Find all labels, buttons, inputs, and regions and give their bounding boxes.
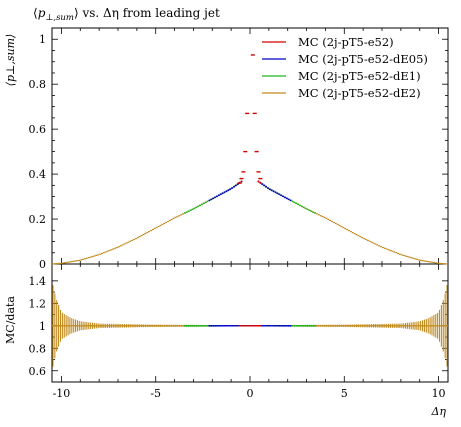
main-ylabel: ⟨p⊥,sum⟩ <box>4 34 17 87</box>
ratio-ytick-label: 1.4 <box>29 275 47 288</box>
ratio-ytick-label: 0.6 <box>29 365 47 378</box>
main-axis-ticks: 0 0.2 0.4 0.6 0.8 1 <box>29 28 448 271</box>
ratio-xtick-label: -5 <box>150 387 161 400</box>
ratio-xtick-label: 5 <box>341 387 348 400</box>
legend: MC (2j-pT5-e52) MC (2j-pT5-e52-dE05) MC … <box>262 35 428 100</box>
main-ytick-label: 0.4 <box>29 168 47 181</box>
main-series-group <box>52 54 448 265</box>
ratio-xtick-label: 0 <box>247 387 254 400</box>
legend-label-2: MC (2j-pT5-e52-dE05) <box>298 52 428 66</box>
main-ytick-label: 0.2 <box>29 213 47 226</box>
ratio-ytick-label: 1 <box>39 320 46 333</box>
plot-title: ⟨p⊥,sum⟩ vs. Δη from leading jet <box>33 6 220 23</box>
ratio-panel-frame <box>51 263 449 383</box>
xlabel: Δη <box>430 405 446 418</box>
main-ytick-label: 0.6 <box>29 123 47 136</box>
ratio-xtick-label: 10 <box>432 387 446 400</box>
ratio-xtick-label: -10 <box>53 387 71 400</box>
ratio-ylabel: MC/data <box>4 296 17 344</box>
ratio-ytick-label: 1.2 <box>29 297 47 310</box>
legend-label-4: MC (2j-pT5-e52-dE2) <box>298 86 421 100</box>
main-ytick-label: 0 <box>39 258 46 271</box>
ratio-ytick-label: 0.8 <box>29 342 47 355</box>
legend-label-1: MC (2j-pT5-e52) <box>298 35 394 49</box>
legend-label-3: MC (2j-pT5-e52-dE1) <box>298 69 421 83</box>
ratio-series-group <box>52 285 448 367</box>
main-ytick-label: 1 <box>39 33 46 46</box>
main-ytick-label: 0.8 <box>29 78 47 91</box>
ratio-axis-ticks: -10 -5 0 5 10 0.6 0.8 1 1.2 1.4 <box>29 264 448 400</box>
